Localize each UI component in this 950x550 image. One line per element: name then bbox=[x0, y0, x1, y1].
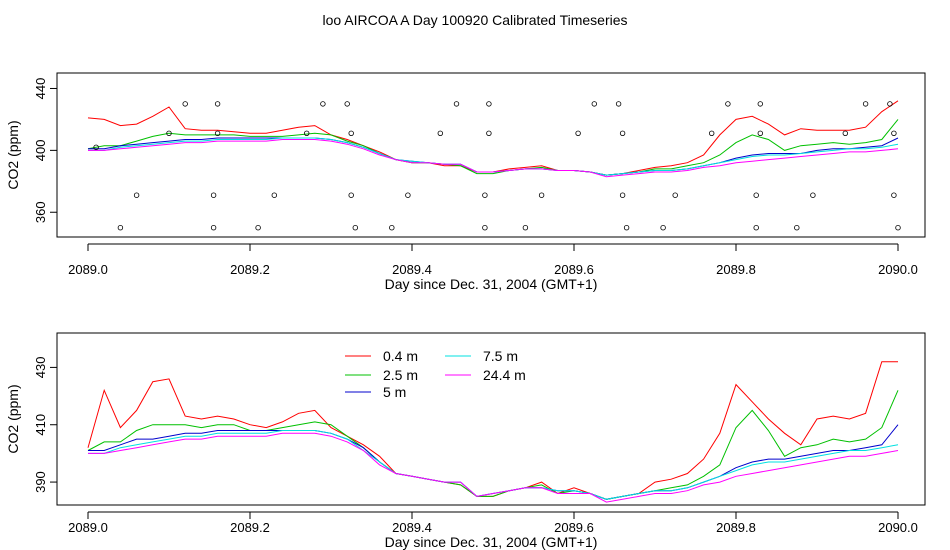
calibration-marker bbox=[214, 130, 221, 136]
calibration-marker bbox=[522, 224, 529, 231]
bottom-legend: 0.4 m 2.5 m5 m 7.5 m 24.4 m bbox=[345, 348, 526, 400]
calibration-marker bbox=[389, 224, 395, 231]
top-series-line-0-4-mm bbox=[87, 100, 899, 176]
y-tick-label: 410 bbox=[33, 414, 48, 436]
calibration-marker bbox=[575, 130, 581, 136]
top-series-lines bbox=[87, 100, 899, 178]
top-plot-frame bbox=[56, 72, 926, 238]
calibration-marker bbox=[182, 101, 188, 107]
chart-title: loo AIRCOA A Day 100920 Calibrated Times… bbox=[322, 12, 627, 28]
calibration-marker bbox=[757, 130, 763, 136]
calibration-marker bbox=[623, 224, 630, 231]
calibration-marker bbox=[117, 224, 124, 231]
x-tick-label: 2090.0 bbox=[878, 520, 918, 535]
calibration-marker bbox=[660, 224, 666, 231]
calibration-marker bbox=[348, 130, 354, 136]
bottom-series-lines bbox=[87, 361, 899, 503]
x-tick-label: 2089.4 bbox=[392, 262, 432, 277]
calibration-marker bbox=[538, 192, 545, 198]
calibration-marker bbox=[453, 101, 460, 107]
calibration-marker bbox=[214, 101, 221, 107]
calibration-marker bbox=[757, 101, 763, 107]
x-tick-label: 2089.2 bbox=[230, 262, 270, 277]
legend-label: 0.4 m bbox=[383, 348, 418, 364]
x-tick-label: 2089.6 bbox=[554, 520, 594, 535]
y-tick-label: 440 bbox=[33, 78, 48, 100]
calibration-marker bbox=[210, 192, 217, 198]
calibration-marker bbox=[709, 130, 715, 136]
calibration-marker bbox=[210, 224, 217, 231]
top-x-axis-title: Day since Dec. 31, 2004 (GMT+1) bbox=[385, 276, 598, 292]
calibration-marker bbox=[891, 192, 897, 198]
x-tick-label: 2089.8 bbox=[716, 262, 756, 277]
legend-label: 5 m bbox=[383, 384, 406, 400]
calibration-marker bbox=[591, 101, 597, 107]
calibration-marker bbox=[891, 130, 897, 136]
calibration-marker bbox=[166, 130, 172, 136]
calibration-marker bbox=[482, 224, 488, 231]
calibration-marker bbox=[348, 192, 354, 198]
calibration-marker bbox=[887, 101, 893, 107]
calibration-marker bbox=[672, 192, 678, 198]
x-tick-label: 2089.0 bbox=[68, 262, 108, 277]
top-series-line-24-4-mm bbox=[88, 139, 899, 178]
x-tick-label: 2089.8 bbox=[716, 520, 756, 535]
bottom-series-line-24-4-mm bbox=[88, 432, 899, 503]
legend-label: 7.5 m bbox=[483, 348, 518, 364]
y-tick-label: 430 bbox=[33, 357, 48, 379]
top-x-axis: 2089.0 2089.2 2089.4 2089.6 2089.8 2090.0 bbox=[68, 243, 918, 277]
calibration-marker bbox=[271, 192, 277, 198]
top-series-line-2-5-mm bbox=[87, 119, 899, 176]
calibration-marker bbox=[794, 224, 800, 231]
top-markers bbox=[93, 101, 901, 231]
calibration-marker bbox=[810, 192, 816, 198]
bottom-timeseries-panel: 0.4 m2.5 m5 m7.5 m24.4 m 2089.0 2089.2 208… bbox=[5, 332, 926, 550]
bottom-y-axis: 390 410 430 bbox=[33, 357, 58, 493]
calibration-marker bbox=[486, 130, 492, 136]
calibration-marker bbox=[619, 192, 626, 198]
top-y-axis-title: CO2 (ppm) bbox=[5, 120, 21, 189]
calibration-marker bbox=[344, 101, 350, 107]
x-tick-label: 2089.0 bbox=[68, 520, 108, 535]
bottom-y-axis-title: CO2 (ppm) bbox=[5, 384, 21, 453]
calibration-marker bbox=[842, 130, 848, 136]
calibration-marker bbox=[133, 192, 140, 198]
y-tick-label: 390 bbox=[33, 471, 48, 493]
x-tick-label: 2090.0 bbox=[878, 262, 918, 277]
calibration-marker bbox=[753, 224, 759, 231]
calibration-marker bbox=[619, 130, 626, 136]
top-timeseries-panel: 2089.0 2089.2 2089.4 2089.6 2089.8 2090.0 360… bbox=[5, 72, 926, 292]
top-series-line-7-5-mm bbox=[88, 137, 899, 176]
calibration-marker bbox=[895, 224, 901, 231]
calibration-marker bbox=[405, 192, 411, 198]
bottom-x-axis-title: Day since Dec. 31, 2004 (GMT+1) bbox=[385, 534, 598, 550]
calibration-marker bbox=[255, 224, 261, 231]
x-tick-label: 2089.6 bbox=[554, 262, 594, 277]
calibration-marker bbox=[352, 224, 358, 231]
calibration-marker bbox=[862, 101, 869, 107]
bottom-x-axis: 2089.0 2089.2 2089.4 2089.6 2089.8 2090.0 bbox=[68, 511, 918, 535]
bottom-series-line-2-5-mm bbox=[87, 390, 899, 500]
calibration-marker bbox=[437, 130, 443, 136]
calibration-marker bbox=[725, 101, 731, 107]
calibration-marker bbox=[753, 192, 759, 198]
x-tick-label: 2089.2 bbox=[230, 520, 270, 535]
calibration-marker bbox=[304, 130, 310, 136]
y-tick-label: 400 bbox=[33, 140, 48, 162]
bottom-series-line-7-5-mm bbox=[88, 430, 899, 500]
top-y-axis: 360 400 440 bbox=[33, 78, 58, 223]
calibration-marker bbox=[482, 192, 488, 198]
calibration-marker bbox=[486, 101, 492, 107]
calibration-marker bbox=[320, 101, 326, 107]
x-tick-label: 2089.4 bbox=[392, 520, 432, 535]
legend-label: 24.4 m bbox=[483, 367, 526, 383]
calibration-marker bbox=[93, 144, 99, 150]
legend-label: 2.5 m bbox=[383, 367, 418, 383]
y-tick-label: 360 bbox=[33, 201, 48, 223]
calibration-marker bbox=[615, 101, 622, 107]
top-series-line-5-mm bbox=[88, 137, 899, 176]
